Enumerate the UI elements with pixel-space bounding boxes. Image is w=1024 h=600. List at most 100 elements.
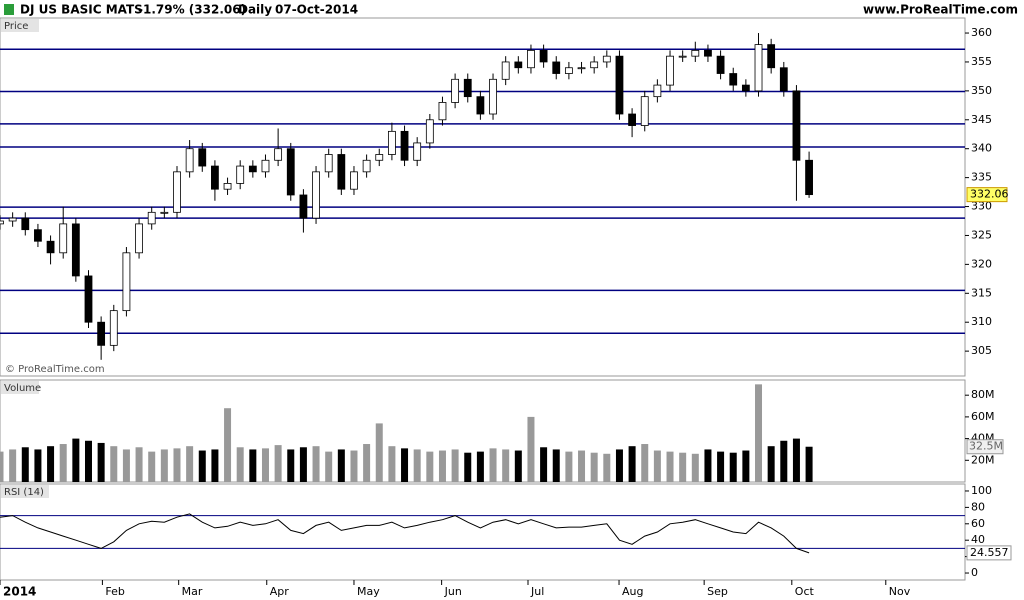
x-tick-label: Apr [270,585,290,598]
candle-body [375,154,384,161]
volume-bar [717,451,725,482]
candle-body [602,55,611,63]
x-tick-label: Nov [889,585,911,598]
volume-bar [363,444,371,482]
volume-bar [590,452,598,482]
volume-bar [603,453,611,482]
candle-body [501,61,510,80]
change: -1.79% (332.06) [138,3,246,17]
volume-bar [565,451,573,482]
volume-bar [122,449,130,482]
volume-bar [9,449,17,482]
volume-bar [767,446,775,482]
volume-bar [84,440,92,482]
volume-bar [615,449,623,482]
y-tick-label: 40 [971,533,985,546]
candle-body [527,49,535,69]
candle-body [729,73,738,86]
x-tick-label: Sep [707,585,728,598]
y-tick-label: 100 [971,484,992,497]
candle-body [350,171,358,190]
panel-title: Volume [4,383,41,394]
volume-bar [34,449,42,482]
volume-bar [211,449,219,482]
candle-body [274,148,283,161]
y-tick-label: 315 [971,286,992,299]
volume-bar [375,423,383,482]
candle-body [0,220,4,225]
panel-title-bg [1,381,39,394]
candle-body [489,78,497,115]
last-volume-box [966,439,1004,455]
volume-bar [426,451,434,482]
y-tick-label: 20M [971,453,995,466]
volume-bar [388,446,396,482]
volume-bar [299,447,307,482]
x-tick-label: Feb [105,585,124,598]
volume-bar [312,446,320,482]
volume-bar [653,450,661,482]
last-rsi-box [966,545,1012,561]
volume-bar [502,449,510,482]
volume-bar [173,448,181,482]
candle-body [160,211,169,214]
x-tick-label: 2014 [3,585,36,599]
panel-title-bg [1,485,49,498]
y-tick-label: 350 [971,84,992,97]
candle-body [147,211,156,225]
candle-body [211,165,219,190]
candle-body [666,55,674,86]
candle-body [425,119,434,144]
volume-bar [527,416,535,482]
candle-body [261,159,270,173]
volume-bar [540,447,548,482]
panel-frame [0,483,966,581]
x-tick-label: Jun [444,585,462,598]
volume-bar [135,447,143,482]
candle-body [539,49,548,63]
candle-body [312,171,320,219]
candle-body [640,96,649,126]
volume-bar [641,444,649,482]
site: www.ProRealTime.com [863,3,1018,17]
volume-bar [148,451,156,482]
candle-body [185,148,194,173]
x-tick-label: Aug [622,585,643,598]
volume-bar [224,408,232,482]
candle-body [653,84,662,98]
volume-bar [805,446,813,482]
candle-body [704,49,712,57]
volume-bar [261,448,269,482]
y-tick-label: 60 [971,517,985,530]
candle-body [779,67,788,92]
instrument: DJ US BASIC MATS [20,3,143,17]
copyright: © ProRealTime.com [5,364,105,375]
y-tick-label: 320 [971,257,992,270]
candle-body [577,67,586,70]
y-tick-label: 80M [971,388,995,401]
y-tick-label: 330 [971,200,992,213]
y-tick-label: 360 [971,26,992,39]
candle-body [34,229,42,242]
volume-bar [514,450,522,482]
volume-bar [160,449,168,482]
y-tick-label: 80 [971,500,985,513]
candle-body [135,223,143,254]
candle-body [590,61,599,69]
volume-bar [350,450,358,482]
panel-title: RSI (14) [4,487,44,498]
candle-body [754,44,763,92]
y-tick-label: 310 [971,315,992,328]
volume-bar [59,444,67,482]
volume-bar [249,449,257,482]
volume-bar [679,452,687,482]
candle-body [792,90,801,161]
candle-body [767,44,776,69]
last-price: 332.06 [970,188,1009,201]
last-price-box [966,187,1008,203]
volume-bar [72,438,80,482]
candle-body [59,223,68,254]
candle-body [628,113,636,126]
volume-bar [552,449,560,482]
candle-body [400,130,409,161]
